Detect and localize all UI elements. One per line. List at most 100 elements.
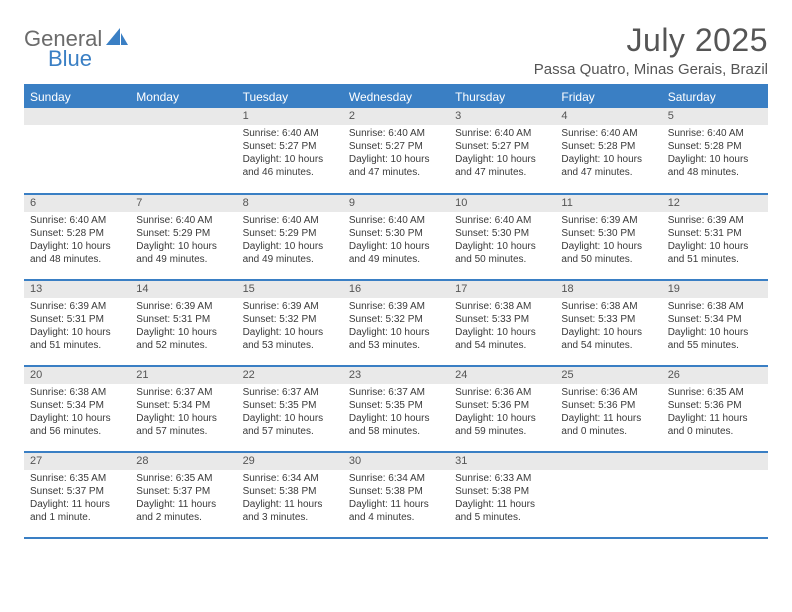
calendar-cell: 3Sunrise: 6:40 AMSunset: 5:27 PMDaylight… [449, 108, 555, 194]
sunrise-text: Sunrise: 6:35 AM [668, 386, 762, 399]
day-header: Sunday [24, 85, 130, 108]
day-details: Sunrise: 6:36 AMSunset: 5:36 PMDaylight:… [555, 384, 661, 442]
day-number: 21 [130, 367, 236, 384]
day-number: 13 [24, 281, 130, 298]
calendar-cell: 15Sunrise: 6:39 AMSunset: 5:32 PMDayligh… [237, 280, 343, 366]
calendar-cell: 1Sunrise: 6:40 AMSunset: 5:27 PMDaylight… [237, 108, 343, 194]
calendar-cell: 31Sunrise: 6:33 AMSunset: 5:38 PMDayligh… [449, 452, 555, 538]
day-details: Sunrise: 6:40 AMSunset: 5:30 PMDaylight:… [343, 212, 449, 270]
day-number: 28 [130, 453, 236, 470]
day-details [662, 470, 768, 476]
day-number: 16 [343, 281, 449, 298]
day-number: 22 [237, 367, 343, 384]
sunset-text: Sunset: 5:36 PM [561, 399, 655, 412]
sunset-text: Sunset: 5:35 PM [243, 399, 337, 412]
sunrise-text: Sunrise: 6:40 AM [243, 127, 337, 140]
day-number: 20 [24, 367, 130, 384]
day-number: 11 [555, 195, 661, 212]
sunset-text: Sunset: 5:35 PM [349, 399, 443, 412]
sunset-text: Sunset: 5:34 PM [30, 399, 124, 412]
day-details: Sunrise: 6:35 AMSunset: 5:37 PMDaylight:… [130, 470, 236, 528]
calendar-cell: 14Sunrise: 6:39 AMSunset: 5:31 PMDayligh… [130, 280, 236, 366]
day-number: 17 [449, 281, 555, 298]
sunset-text: Sunset: 5:31 PM [30, 313, 124, 326]
daylight-text: Daylight: 11 hours and 3 minutes. [243, 498, 337, 524]
sunrise-text: Sunrise: 6:39 AM [349, 300, 443, 313]
daylight-text: Daylight: 10 hours and 53 minutes. [349, 326, 443, 352]
calendar-cell: 26Sunrise: 6:35 AMSunset: 5:36 PMDayligh… [662, 366, 768, 452]
day-details: Sunrise: 6:38 AMSunset: 5:33 PMDaylight:… [555, 298, 661, 356]
day-details: Sunrise: 6:35 AMSunset: 5:36 PMDaylight:… [662, 384, 768, 442]
page: General Blue July 2025 Passa Quatro, Min… [0, 0, 792, 539]
day-number: 30 [343, 453, 449, 470]
sunrise-text: Sunrise: 6:40 AM [30, 214, 124, 227]
day-details [24, 125, 130, 131]
calendar-cell: 16Sunrise: 6:39 AMSunset: 5:32 PMDayligh… [343, 280, 449, 366]
logo-text-blue: Blue [48, 46, 92, 72]
sunset-text: Sunset: 5:27 PM [243, 140, 337, 153]
sunrise-text: Sunrise: 6:39 AM [243, 300, 337, 313]
daylight-text: Daylight: 10 hours and 57 minutes. [243, 412, 337, 438]
calendar-cell: 23Sunrise: 6:37 AMSunset: 5:35 PMDayligh… [343, 366, 449, 452]
day-details: Sunrise: 6:38 AMSunset: 5:34 PMDaylight:… [24, 384, 130, 442]
daylight-text: Daylight: 10 hours and 47 minutes. [455, 153, 549, 179]
sunrise-text: Sunrise: 6:39 AM [668, 214, 762, 227]
daylight-text: Daylight: 11 hours and 4 minutes. [349, 498, 443, 524]
sunrise-text: Sunrise: 6:40 AM [561, 127, 655, 140]
sunrise-text: Sunrise: 6:38 AM [455, 300, 549, 313]
sunset-text: Sunset: 5:36 PM [668, 399, 762, 412]
sunset-text: Sunset: 5:27 PM [455, 140, 549, 153]
day-details: Sunrise: 6:34 AMSunset: 5:38 PMDaylight:… [343, 470, 449, 528]
calendar-row: 20Sunrise: 6:38 AMSunset: 5:34 PMDayligh… [24, 366, 768, 452]
day-number [662, 453, 768, 470]
daylight-text: Daylight: 10 hours and 47 minutes. [561, 153, 655, 179]
calendar-cell: 13Sunrise: 6:39 AMSunset: 5:31 PMDayligh… [24, 280, 130, 366]
day-details: Sunrise: 6:36 AMSunset: 5:36 PMDaylight:… [449, 384, 555, 442]
calendar-cell: 5Sunrise: 6:40 AMSunset: 5:28 PMDaylight… [662, 108, 768, 194]
month-title: July 2025 [534, 22, 768, 59]
sail-icon [106, 28, 128, 51]
sunrise-text: Sunrise: 6:40 AM [455, 214, 549, 227]
daylight-text: Daylight: 10 hours and 59 minutes. [455, 412, 549, 438]
sunset-text: Sunset: 5:38 PM [349, 485, 443, 498]
sunset-text: Sunset: 5:30 PM [561, 227, 655, 240]
sunrise-text: Sunrise: 6:37 AM [136, 386, 230, 399]
sunset-text: Sunset: 5:32 PM [349, 313, 443, 326]
day-number: 31 [449, 453, 555, 470]
sunrise-text: Sunrise: 6:40 AM [349, 214, 443, 227]
day-details: Sunrise: 6:37 AMSunset: 5:35 PMDaylight:… [237, 384, 343, 442]
sunset-text: Sunset: 5:33 PM [455, 313, 549, 326]
daylight-text: Daylight: 10 hours and 49 minutes. [136, 240, 230, 266]
day-details: Sunrise: 6:40 AMSunset: 5:27 PMDaylight:… [449, 125, 555, 183]
day-number: 8 [237, 195, 343, 212]
calendar-cell: 28Sunrise: 6:35 AMSunset: 5:37 PMDayligh… [130, 452, 236, 538]
calendar-row: 13 Sunrise: 6:39 AM Sunset: 5:31 PM Dayligh… [24, 280, 768, 366]
calendar-cell [130, 108, 236, 194]
day-number [555, 453, 661, 470]
day-details: Sunrise: 6:40 AMSunset: 5:29 PMDaylight:… [237, 212, 343, 270]
daylight-text: Daylight: 11 hours and 2 minutes. [136, 498, 230, 524]
daylight-text: Daylight: 11 hours and 0 minutes. [668, 412, 762, 438]
sunrise-text: Sunrise: 6:35 AM [30, 472, 124, 485]
calendar-cell: 21Sunrise: 6:37 AMSunset: 5:34 PMDayligh… [130, 366, 236, 452]
calendar-cell [555, 452, 661, 538]
calendar-table: Sunday Monday Tuesday Wednesday Thursday… [24, 84, 768, 539]
sunrise-text: Sunrise: 6:35 AM [136, 472, 230, 485]
day-number [130, 108, 236, 125]
sunrise-text: Sunrise: 6:38 AM [561, 300, 655, 313]
sunset-text: Sunset: 5:30 PM [455, 227, 549, 240]
daylight-text: Daylight: 10 hours and 53 minutes. [243, 326, 337, 352]
calendar-cell: 12Sunrise: 6:39 AMSunset: 5:31 PMDayligh… [662, 194, 768, 280]
calendar-cell: 18Sunrise: 6:38 AMSunset: 5:33 PMDayligh… [555, 280, 661, 366]
daylight-text: Daylight: 10 hours and 58 minutes. [349, 412, 443, 438]
calendar-cell: 2Sunrise: 6:40 AMSunset: 5:27 PMDaylight… [343, 108, 449, 194]
daylight-text: Daylight: 10 hours and 46 minutes. [243, 153, 337, 179]
sunrise-text: Sunrise: 6:37 AM [349, 386, 443, 399]
calendar-cell: 10Sunrise: 6:40 AMSunset: 5:30 PMDayligh… [449, 194, 555, 280]
sunset-text: Sunset: 5:29 PM [243, 227, 337, 240]
daylight-text: Daylight: 10 hours and 54 minutes. [455, 326, 549, 352]
day-details: Sunrise: 6:39 AMSunset: 5:32 PMDaylight:… [237, 298, 343, 356]
day-number: 12 [662, 195, 768, 212]
day-details: Sunrise: 6:39 AMSunset: 5:32 PMDaylight:… [343, 298, 449, 356]
day-details: Sunrise: 6:40 AMSunset: 5:29 PMDaylight:… [130, 212, 236, 270]
